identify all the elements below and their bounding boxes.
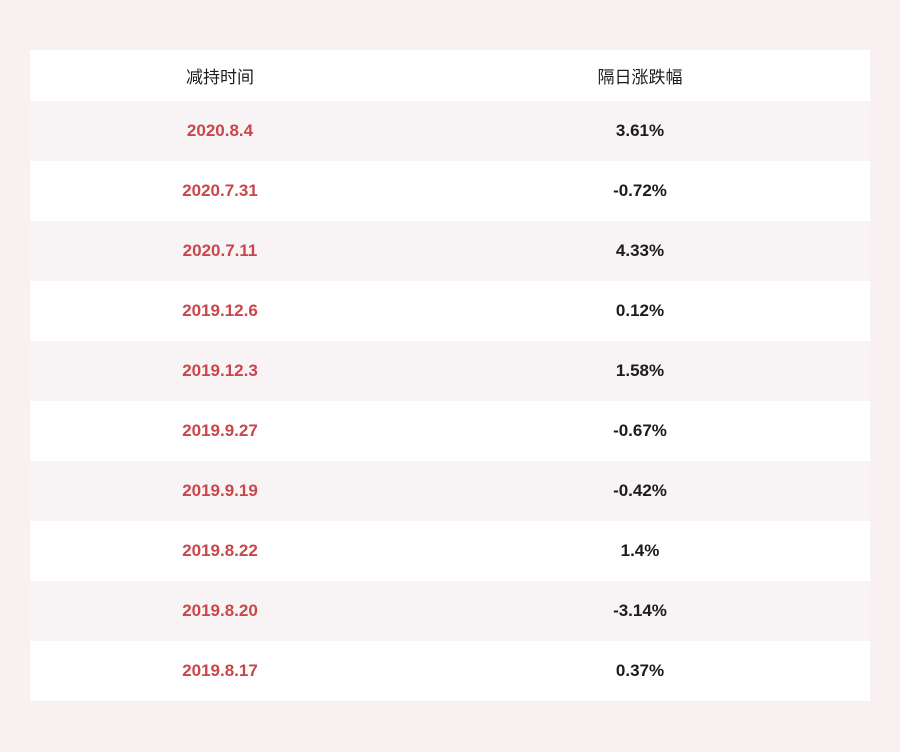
nextday-change: 3.61% — [615, 121, 665, 140]
reduction-date: 2020.7.11 — [182, 241, 258, 260]
table-row: 2019.8.20 -3.14% — [30, 581, 870, 641]
table-row: 2019.9.27 -0.67% — [30, 401, 870, 461]
reduction-date: 2019.8.22 — [182, 541, 258, 560]
nextday-change: -0.72% — [613, 181, 667, 200]
reduction-date: 2020.8.4 — [186, 121, 254, 140]
table-row: 2019.12.6 0.12% — [30, 281, 870, 341]
reduction-date: 2019.8.17 — [182, 661, 258, 680]
reduction-date: 2020.7.31 — [182, 181, 258, 200]
nextday-change: -3.14% — [613, 601, 667, 620]
table-header-row: 减持时间 隔日涨跌幅 — [30, 50, 870, 101]
reduction-date: 2019.12.3 — [182, 361, 258, 380]
table-row: 2019.8.22 1.4% — [30, 521, 870, 581]
table-body: 2020.8.4 3.61% 2020.7.31 -0.72% 2020.7.1… — [30, 101, 870, 701]
table-row: 2019.12.3 1.58% — [30, 341, 870, 401]
table-row: 2020.8.4 3.61% — [30, 101, 870, 161]
table-row: 2019.9.19 -0.42% — [30, 461, 870, 521]
table-row: 2020.7.11 4.33% — [30, 221, 870, 281]
nextday-change: -0.42% — [613, 481, 667, 500]
nextday-change: 0.12% — [615, 301, 665, 320]
reduction-date: 2019.8.20 — [182, 601, 258, 620]
reduction-date: 2019.9.19 — [182, 481, 258, 500]
table-row: 2019.8.17 0.37% — [30, 641, 870, 701]
table-row: 2020.7.31 -0.72% — [30, 161, 870, 221]
reduction-date: 2019.9.27 — [182, 421, 258, 440]
column-header-nextday-change: 隔日涨跌幅 — [597, 68, 683, 87]
nextday-change: 1.4% — [620, 541, 660, 560]
reduction-table: 减持时间 隔日涨跌幅 2020.8.4 3.61% 2020.7.31 -0.7… — [30, 50, 870, 701]
nextday-change: -0.67% — [613, 421, 667, 440]
reduction-date: 2019.12.6 — [182, 301, 258, 320]
nextday-change: 4.33% — [615, 241, 665, 260]
nextday-change: 0.37% — [615, 661, 665, 680]
nextday-change: 1.58% — [615, 361, 665, 380]
column-header-reduction-time: 减持时间 — [186, 68, 254, 87]
